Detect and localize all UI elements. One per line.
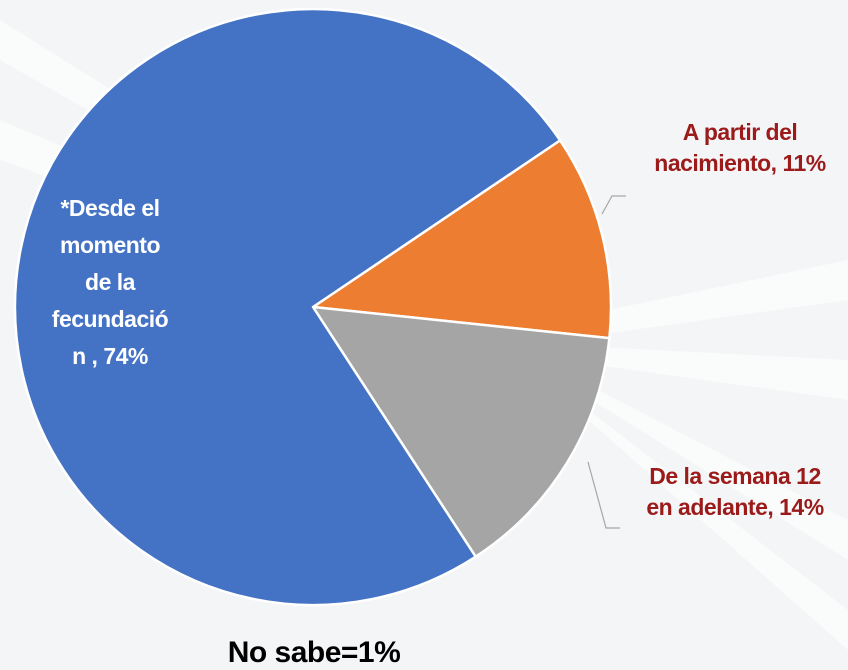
- footnote-no-sabe: No sabe=1%: [228, 636, 401, 669]
- pie-slices: [13, 7, 613, 607]
- slice-label-line: A partir del: [683, 119, 798, 145]
- slice-label-line: en adelante, 14%: [646, 494, 823, 520]
- background-ray: [560, 345, 848, 400]
- leader-line: [587, 461, 620, 529]
- slice-labels: A partir del nacimiento, 11% De la semana …: [52, 119, 826, 520]
- leader-line: [601, 195, 626, 215]
- background-ray: [560, 260, 848, 340]
- slice-label: A partir del nacimiento, 11%: [654, 119, 826, 176]
- slice-label: *Desde el momento de la fecundació n , 74%: [52, 195, 169, 369]
- background-ray: [560, 388, 848, 650]
- leader-lines: [587, 195, 626, 529]
- pie-slice: [311, 305, 611, 558]
- slice-label: De la semana 12 en adelante, 14%: [646, 463, 823, 520]
- slice-label-line: fecundació: [52, 306, 169, 332]
- slice-label-line: momento: [60, 232, 160, 258]
- slice-label-line: n , 74%: [72, 343, 148, 369]
- pie-slice: [311, 139, 613, 340]
- slice-label-line: *Desde el: [60, 195, 159, 221]
- background-ray: [560, 370, 848, 560]
- pie-slice: [13, 7, 562, 607]
- slice-label-line: De la semana 12: [649, 463, 821, 489]
- slice-label-line: de la: [85, 269, 136, 295]
- slice-label-line: nacimiento, 11%: [654, 150, 826, 176]
